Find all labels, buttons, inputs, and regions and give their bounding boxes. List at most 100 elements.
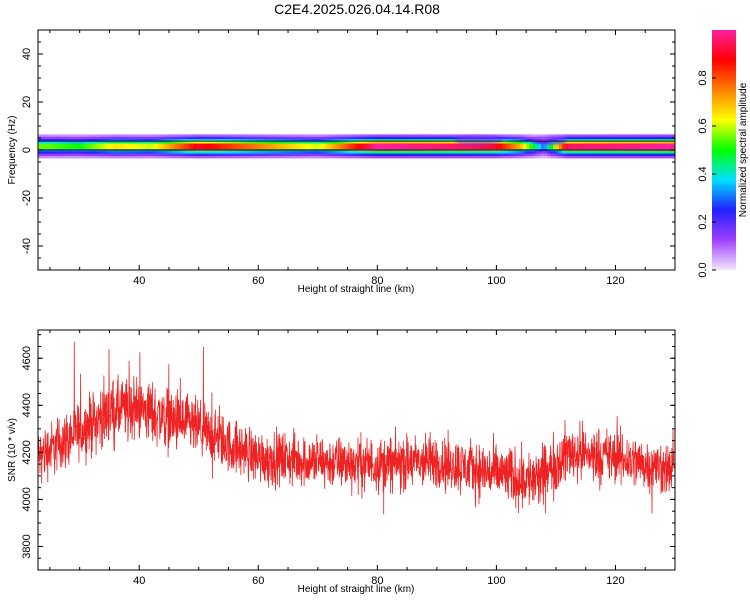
spectrogram-cell <box>329 143 334 150</box>
spectrogram-cell <box>168 143 173 150</box>
spectrogram-cell <box>597 143 602 150</box>
spectrogram-cell <box>61 143 66 150</box>
spectrogram-cell <box>666 143 670 150</box>
spectrogram-cell <box>67 143 72 150</box>
spectrogram-cell <box>633 143 637 150</box>
spectrogram-cell <box>264 143 268 150</box>
spectrogram-cell <box>430 143 435 150</box>
spectrogram-cell <box>243 143 247 150</box>
spectrogram-cell <box>136 143 140 150</box>
spectrogram-cell <box>460 143 465 150</box>
spectrogram-cell <box>582 143 587 150</box>
spectrogram-cell <box>472 143 477 150</box>
spectrogram-cell <box>627 143 631 150</box>
colorbar-ticks: 0.0 0.2 0.4 0.6 0.8 <box>697 70 716 278</box>
spectrogram-cell <box>552 143 557 150</box>
spectrogram-cell <box>499 143 503 150</box>
spectrogram-cell <box>362 143 367 150</box>
spectrogram-cell <box>38 143 42 150</box>
spectrogram-cell <box>308 143 313 150</box>
spectrogram-cell <box>541 143 545 150</box>
spectrogram-cell <box>79 143 84 150</box>
spectrogram-cell <box>642 143 646 150</box>
snr-ytick-label: 4200 <box>21 440 33 464</box>
spectrogram-ytick-label: -20 <box>21 190 33 206</box>
spectrogram-cell <box>234 143 239 150</box>
spectrogram-cell <box>359 143 364 150</box>
spectrogram-cell <box>547 143 551 150</box>
spectrogram-cell <box>514 143 518 150</box>
spectrogram-cell <box>88 143 93 150</box>
spectrogram-frame <box>37 29 676 271</box>
spectrogram-cell <box>669 143 673 150</box>
spectrogram-cell <box>618 143 623 150</box>
spectrogram-cell <box>395 143 399 150</box>
spectrogram-xtick-label: 60 <box>252 275 264 287</box>
spectrogram-cell <box>55 143 60 150</box>
spectrogram-cell <box>106 143 111 150</box>
spectrogram-cell <box>198 143 203 150</box>
spectrogram-cell <box>538 143 542 150</box>
spectrogram-ylabel: Frequency (Hz) <box>7 116 18 185</box>
spectrogram-cell <box>326 143 331 150</box>
spectrogram-cell <box>555 143 560 150</box>
spectrogram-cell <box>285 143 289 150</box>
spectrogram-cell <box>70 143 75 150</box>
spectrogram-cell <box>651 143 655 150</box>
spectrogram-cell <box>654 143 658 150</box>
spectrogram-cell <box>273 143 277 150</box>
spectrogram-xtick-label: 80 <box>371 275 383 287</box>
spectrogram-cell <box>591 143 596 150</box>
spectrogram-band <box>38 134 675 159</box>
snr-xtick-label: 80 <box>371 575 383 587</box>
spectrogram-cell <box>109 143 114 150</box>
spectrogram-cell <box>442 143 447 150</box>
spectrogram-ytick-label: 40 <box>21 48 33 60</box>
snr-ytick-label: 4000 <box>21 487 33 511</box>
spectrogram-cell <box>261 143 265 150</box>
snr-xtick-label: 40 <box>133 575 145 587</box>
spectrogram-cell <box>246 143 250 150</box>
snr-frame <box>37 329 676 571</box>
spectrogram-cell <box>365 143 370 150</box>
spectrogram-cell <box>603 143 608 150</box>
snr-xtick-label: 120 <box>606 575 624 587</box>
spectrogram-cell <box>270 143 274 150</box>
snr-series-line <box>38 341 675 515</box>
spectrogram-cell <box>466 143 471 150</box>
spectrogram-cell <box>436 143 441 150</box>
spectrogram-cell <box>567 143 572 150</box>
spectrogram-cell <box>427 143 432 150</box>
spectrogram-cell <box>100 143 105 150</box>
snr-ytick-label: 4400 <box>21 393 33 417</box>
spectrogram-cell <box>380 143 384 150</box>
spectrogram-xtick-label: 120 <box>606 275 624 287</box>
snr-ytick-label: 4600 <box>21 346 33 370</box>
spectrogram-cell <box>210 143 215 150</box>
spectrogram-cell <box>237 143 242 150</box>
spectrogram-cell <box>484 143 489 150</box>
spectrogram-cell <box>347 143 352 150</box>
spectrogram-cell <box>192 143 197 150</box>
spectrogram-cell <box>127 143 131 150</box>
spectrogram-cell <box>252 143 256 150</box>
spectrogram-cell <box>612 143 617 150</box>
spectrogram-cell <box>76 143 81 150</box>
colorbar-tick-label: 0.8 <box>697 70 709 85</box>
snr-ticks: 40 60 80 100 120 3800 4000 4200 4400 4600 <box>21 330 676 587</box>
spectrogram-cell <box>672 143 675 150</box>
colorbar-tick-label: 0.6 <box>697 118 709 133</box>
spectrogram-cell <box>648 143 652 150</box>
snr-xtick-label: 100 <box>487 575 505 587</box>
colorbar: 0.0 0.2 0.4 0.6 0.8 Normalized spectral ampl… <box>697 30 749 278</box>
spectrogram-cell <box>139 143 143 150</box>
spectrogram-cell <box>639 143 643 150</box>
spectrogram-cell <box>338 143 343 150</box>
spectrogram-cell <box>341 143 346 150</box>
spectrogram-cell <box>615 143 620 150</box>
colorbar-label: Normalized spectral amplitude <box>738 82 749 217</box>
spectrogram-cell <box>383 143 387 150</box>
spectrogram-cell <box>323 143 328 150</box>
spectrogram-cell <box>299 143 304 150</box>
spectrogram-cell <box>85 143 90 150</box>
